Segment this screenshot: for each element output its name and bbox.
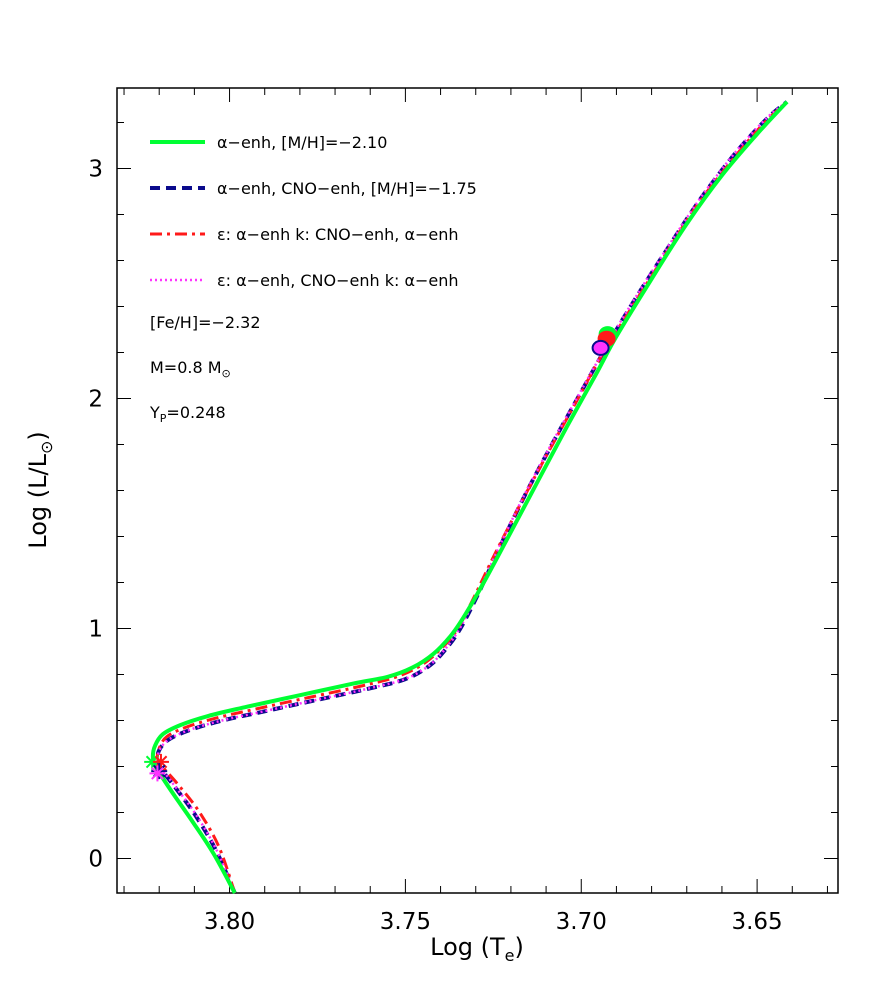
annotation-text: YP=0.248 [149,403,226,425]
y-tick-label: 0 [88,847,103,873]
x-tick-label: 3.75 [380,909,431,935]
legend: α−enh, [M/H]=−2.10 α−enh, CNO−enh, [M/H]=… [150,133,477,290]
x-tick-label: 3.80 [204,909,255,935]
axis-tick-labels: 3.80 3.75 3.70 3.65 0 1 2 3 [88,157,782,936]
series-line-2 [155,100,789,894]
y-tick-label: 3 [88,157,103,183]
legend-label: ε: α−enh, CNO−enh k: α−enh [217,271,459,290]
curve-group [150,100,789,894]
legend-label: α−enh, [M/H]=−2.10 [217,133,387,152]
annotations: [Fe/H]=−2.32 M=0.8 M⊙ YP=0.248 [149,313,261,425]
y-tick-label: 2 [88,387,103,413]
annotation-text: M=0.8 M⊙ [150,358,231,380]
marker-group [144,326,617,782]
legend-label: ε: α−enh k: CNO−enh, α−enh [217,225,459,244]
series-line-3 [155,100,789,894]
rgb-bump-marker [591,339,610,356]
x-tick-label: 3.65 [731,909,782,935]
y-axis-title: Log (L/L⊙) [24,431,56,548]
x-tick-label: 3.70 [556,909,607,935]
series-line-4 [156,100,788,894]
axis-ticks [117,88,838,893]
turnoff-star-marker [149,765,166,782]
plot-frame [116,87,839,894]
x-axis-title: Log (Te) [430,933,524,965]
y-tick-label: 1 [88,617,103,643]
series-line-1 [150,100,789,894]
annotation-text: [Fe/H]=−2.32 [150,313,261,332]
legend-label: α−enh, CNO−enh, [M/H]=−1.75 [217,179,477,198]
